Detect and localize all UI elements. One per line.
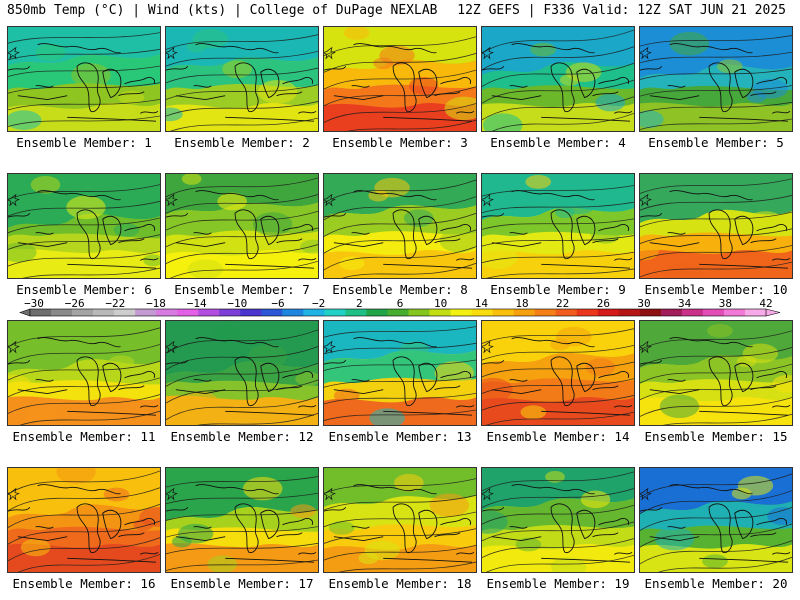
ensemble-member-map bbox=[639, 467, 793, 573]
ensemble-member-map bbox=[639, 173, 793, 279]
ensemble-member-label: Ensemble Member: 9 bbox=[490, 282, 626, 297]
ensemble-member-map bbox=[165, 173, 319, 279]
ensemble-member-map bbox=[7, 467, 161, 573]
temperature-color-scale: −30 −26 −22 −18 −14 −10 −6 −2 2 6 10 14 18 22 26 30 34 38… bbox=[19, 297, 781, 317]
scale-color-swatch bbox=[723, 309, 746, 316]
scale-color-swatch bbox=[513, 309, 535, 316]
ensemble-member-map bbox=[323, 26, 477, 132]
scale-tick-label: 2 bbox=[356, 297, 363, 310]
scale-color-swatch bbox=[30, 309, 52, 316]
ensemble-member-map bbox=[481, 320, 635, 426]
ensemble-member-map bbox=[7, 173, 161, 279]
ensemble-member-label: Ensemble Member: 16 bbox=[12, 576, 156, 591]
ensemble-member-map bbox=[481, 173, 635, 279]
ensemble-member-label: Ensemble Member: 12 bbox=[170, 429, 314, 444]
scale-color-swatch bbox=[51, 309, 73, 316]
ensemble-member-label: Ensemble Member: 8 bbox=[332, 282, 468, 297]
scale-tick-label: 42 bbox=[759, 297, 772, 310]
scale-color-swatch bbox=[744, 309, 767, 316]
scale-color-swatch bbox=[597, 309, 620, 316]
scale-tick-label: 38 bbox=[719, 297, 732, 310]
scale-color-swatch bbox=[492, 309, 514, 316]
scale-color-swatch bbox=[408, 309, 430, 316]
scale-tick-label: 18 bbox=[515, 297, 528, 310]
scale-color-swatch bbox=[324, 309, 346, 316]
ensemble-member-label: Ensemble Member: 7 bbox=[174, 282, 310, 297]
scale-color-swatch bbox=[639, 309, 662, 316]
scale-tick-label: −6 bbox=[271, 297, 284, 310]
scale-color-swatch bbox=[93, 309, 115, 316]
ensemble-member-map bbox=[7, 26, 161, 132]
scale-color-swatch bbox=[534, 309, 557, 316]
scale-color-swatch bbox=[240, 309, 262, 316]
scale-tick-label: 10 bbox=[434, 297, 447, 310]
ensemble-member-map bbox=[481, 26, 635, 132]
scale-tick-label: 6 bbox=[397, 297, 404, 310]
ensemble-member-label: Ensemble Member: 14 bbox=[486, 429, 630, 444]
map-title: 850mb Temp (°C) | Wind (kts) | College o… bbox=[7, 3, 438, 18]
ensemble-member-label: Ensemble Member: 6 bbox=[16, 282, 152, 297]
scale-tick-label: −18 bbox=[146, 297, 166, 310]
scale-color-swatch bbox=[219, 309, 241, 316]
scale-color-swatch bbox=[177, 309, 199, 316]
scale-color-swatch bbox=[261, 309, 283, 316]
ensemble-member-map bbox=[165, 467, 319, 573]
ensemble-member-map bbox=[7, 320, 161, 426]
scale-color-swatch bbox=[72, 309, 94, 316]
scale-right-arrow bbox=[765, 308, 781, 317]
scale-tick-label: 14 bbox=[475, 297, 489, 310]
ensemble-member-map bbox=[323, 467, 477, 573]
ensemble-member-label: Ensemble Member: 10 bbox=[644, 282, 788, 297]
scale-color-swatch bbox=[429, 309, 451, 316]
scale-color-swatch bbox=[681, 309, 704, 316]
ensemble-member-map bbox=[639, 320, 793, 426]
scale-color-swatch bbox=[135, 309, 157, 316]
scale-tick-label: 34 bbox=[678, 297, 692, 310]
scale-color-swatch bbox=[618, 309, 641, 316]
ensemble-member-label: Ensemble Member: 1 bbox=[16, 135, 152, 150]
scale-color-swatch bbox=[660, 309, 683, 316]
ensemble-member-label: Ensemble Member: 11 bbox=[12, 429, 156, 444]
scale-tick-label: −2 bbox=[312, 297, 325, 310]
scale-color-swatch bbox=[471, 309, 493, 316]
ensemble-member-label: Ensemble Member: 17 bbox=[170, 576, 314, 591]
scale-color-swatch bbox=[576, 309, 599, 316]
scale-color-swatch bbox=[366, 309, 388, 316]
scale-color-swatch bbox=[198, 309, 220, 316]
scale-tick-label: −30 bbox=[24, 297, 44, 310]
ensemble-member-map bbox=[323, 320, 477, 426]
ensemble-member-label: Ensemble Member: 4 bbox=[490, 135, 626, 150]
ensemble-member-map bbox=[323, 173, 477, 279]
scale-color-swatch bbox=[303, 309, 325, 316]
ensemble-member-label: Ensemble Member: 13 bbox=[328, 429, 472, 444]
ensemble-member-label: Ensemble Member: 18 bbox=[328, 576, 472, 591]
scale-tick-label: 30 bbox=[637, 297, 650, 310]
scale-color-swatch bbox=[450, 309, 472, 316]
scale-tick-label: 22 bbox=[556, 297, 569, 310]
ensemble-member-label: Ensemble Member: 15 bbox=[644, 429, 788, 444]
scale-tick-label: −22 bbox=[105, 297, 125, 310]
scale-color-swatch bbox=[282, 309, 304, 316]
scale-tick-label: −10 bbox=[227, 297, 247, 310]
ensemble-member-map bbox=[481, 467, 635, 573]
ensemble-member-map bbox=[165, 320, 319, 426]
scale-tick-label: 26 bbox=[597, 297, 610, 310]
model-valid-time: 12Z GEFS | F336 Valid: 12Z SAT JUN 21 20… bbox=[457, 3, 786, 18]
scale-color-swatch bbox=[114, 309, 136, 316]
ensemble-member-map bbox=[165, 26, 319, 132]
scale-tick-label: −14 bbox=[187, 297, 207, 310]
scale-tick-label: −26 bbox=[65, 297, 85, 310]
ensemble-member-map bbox=[639, 26, 793, 132]
ensemble-member-label: Ensemble Member: 19 bbox=[486, 576, 630, 591]
ensemble-member-label: Ensemble Member: 20 bbox=[644, 576, 788, 591]
ensemble-member-label: Ensemble Member: 3 bbox=[332, 135, 468, 150]
scale-color-swatch bbox=[702, 309, 725, 316]
scale-color-swatch bbox=[345, 309, 367, 316]
scale-color-swatch bbox=[156, 309, 178, 316]
scale-left-arrow bbox=[19, 308, 31, 317]
ensemble-member-label: Ensemble Member: 5 bbox=[648, 135, 784, 150]
ensemble-member-label: Ensemble Member: 2 bbox=[174, 135, 310, 150]
scale-color-swatch bbox=[387, 309, 409, 316]
scale-color-swatch bbox=[555, 309, 578, 316]
